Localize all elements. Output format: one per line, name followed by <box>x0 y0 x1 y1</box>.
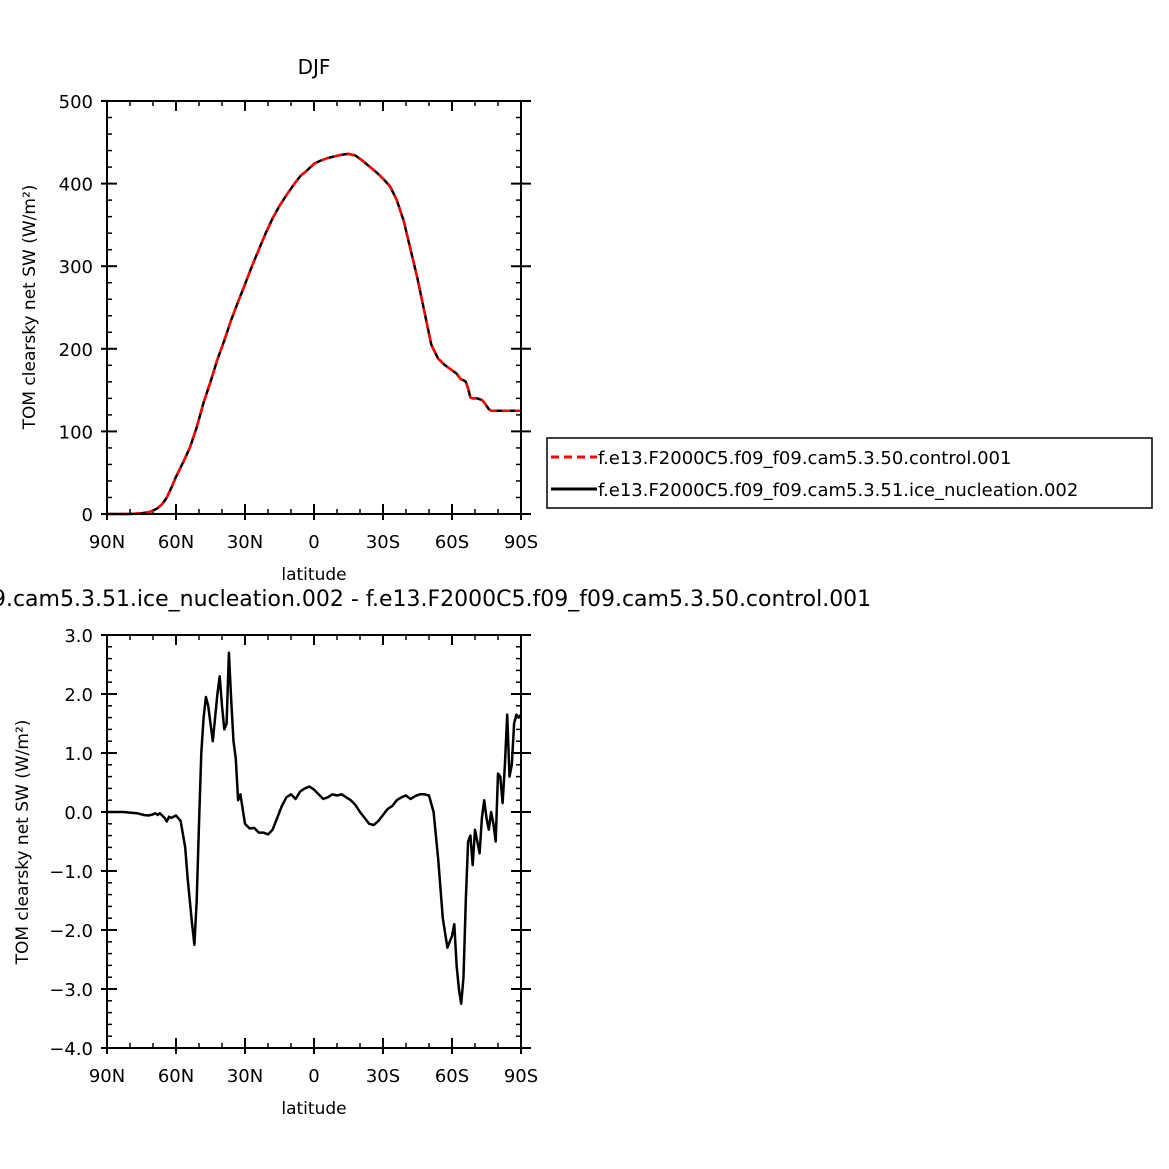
top-panel: DJF 90N 60N 30N 0 30S 60S 90S 0 100 200 300 400 500… <box>20 55 538 585</box>
y-tick-label: 3.0 <box>64 626 93 647</box>
y-tick-label: 1.0 <box>64 744 93 765</box>
bottom-panel-title: f.e13.F2000C5.f09_f09.cam5.3.51.ice_nucl… <box>0 587 871 612</box>
top-panel-y-tick-labels: 0 100 200 300 400 500 <box>59 92 93 526</box>
bottom-panel-x-axis-label: latitude <box>281 1099 346 1119</box>
x-tick-label: 60N <box>158 1066 194 1087</box>
legend-box <box>546 437 1153 509</box>
y-tick-label: 500 <box>59 92 93 113</box>
bottom-panel-x-tick-labels: 90N 60N 30N 0 30S 60S 90S <box>89 1066 538 1087</box>
y-tick-label: −2.0 <box>49 921 93 942</box>
series-line-difference <box>107 651 522 1006</box>
series-line-f-e13-f2000c5-f09-f09-cam5-3-51-ice-nucleation-002 <box>107 152 521 516</box>
y-tick-label: −1.0 <box>49 862 93 883</box>
x-tick-label: 90S <box>504 532 538 553</box>
y-tick-label: 0.0 <box>64 803 93 824</box>
bottom-panel: f.e13.F2000C5.f09_f09.cam5.3.51.ice_nucl… <box>0 587 871 1119</box>
y-tick-label: 300 <box>59 257 93 278</box>
y-tick-label: 100 <box>59 422 93 443</box>
bottom-panel-frame <box>106 634 522 1049</box>
y-tick-label: 400 <box>59 175 93 196</box>
x-tick-label: 90N <box>89 532 125 553</box>
y-tick-label: 200 <box>59 340 93 361</box>
bottom-panel-y-tick-labels: −4.0 −3.0 −2.0 −1.0 0.0 1.0 2.0 3.0 <box>49 626 93 1060</box>
x-tick-label: 60S <box>435 1066 469 1087</box>
top-panel-x-axis-label: latitude <box>281 565 346 585</box>
bottom-panel-ticks <box>101 634 531 1054</box>
top-panel-frame <box>106 100 522 515</box>
x-tick-label: 30S <box>366 532 400 553</box>
x-tick-label: 30N <box>227 532 263 553</box>
legend-entry-control: f.e13.F2000C5.f09_f09.cam5.3.50.control.… <box>598 448 1011 469</box>
x-tick-label: 30N <box>227 1066 263 1087</box>
x-tick-label: 60N <box>158 532 194 553</box>
series-line-f-e13-f2000c5-f09-f09-cam5-3-50-control-001 <box>107 152 521 516</box>
y-tick-label: 2.0 <box>64 685 93 706</box>
legend-entry-ice-nucleation: f.e13.F2000C5.f09_f09.cam5.3.51.ice_nucl… <box>598 480 1078 501</box>
x-tick-label: 60S <box>435 532 469 553</box>
bottom-panel-series <box>107 651 522 1006</box>
top-panel-series <box>107 152 521 516</box>
y-tick-label: −4.0 <box>49 1039 93 1060</box>
bottom-panel-y-axis-label: TOM clearsky net SW (W/m²) <box>13 720 33 966</box>
y-tick-label: −3.0 <box>49 980 93 1001</box>
top-panel-x-tick-labels: 90N 60N 30N 0 30S 60S 90S <box>89 532 538 553</box>
x-tick-label: 0 <box>308 532 319 553</box>
x-tick-label: 90N <box>89 1066 125 1087</box>
top-panel-title: DJF <box>298 55 331 79</box>
top-panel-y-axis-label: TOM clearsky net SW (W/m²) <box>20 185 40 431</box>
x-tick-label: 90S <box>504 1066 538 1087</box>
y-tick-label: 0 <box>82 505 93 526</box>
x-tick-label: 0 <box>308 1066 319 1087</box>
x-tick-label: 30S <box>366 1066 400 1087</box>
legend: f.e13.F2000C5.f09_f09.cam5.3.50.control.… <box>546 437 1153 509</box>
